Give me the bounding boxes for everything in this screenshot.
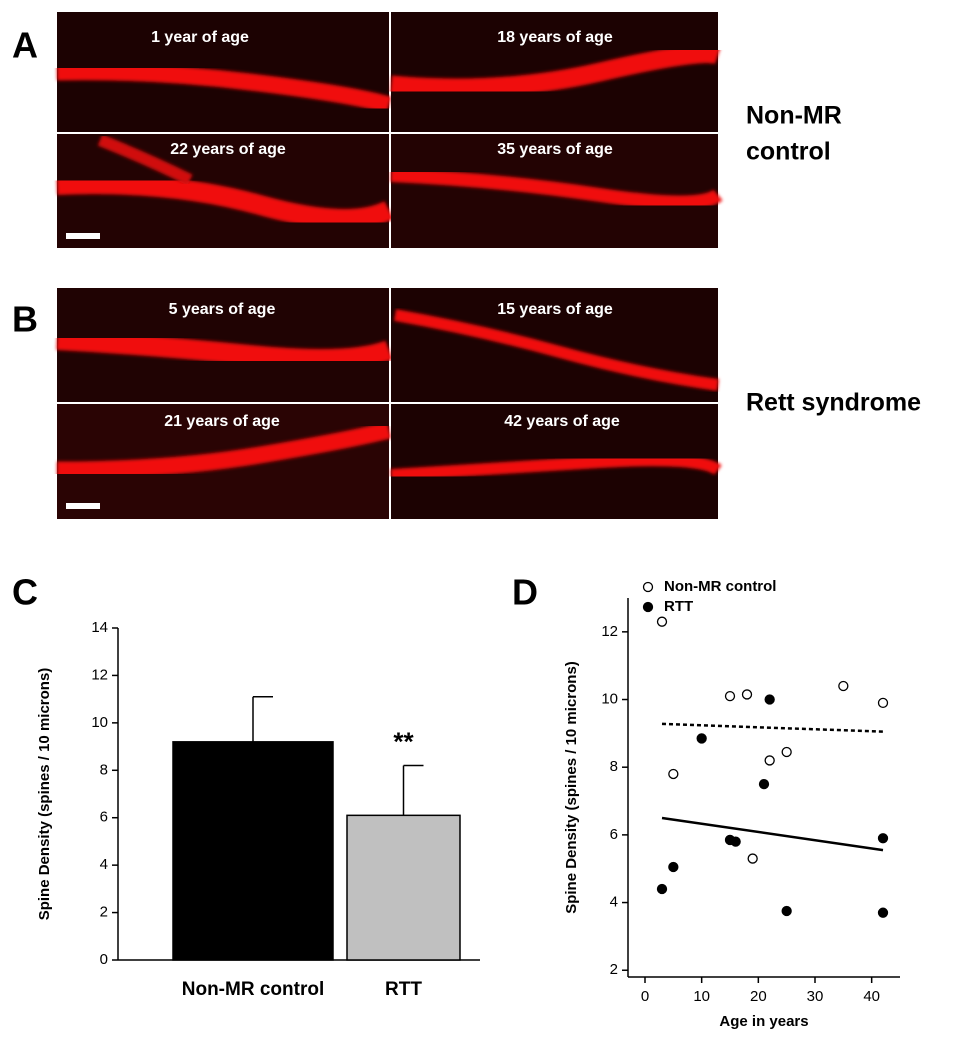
point [764, 755, 775, 766]
x-tick-label: 20 [750, 988, 767, 1005]
y-tick-label: 14 [91, 619, 108, 636]
y-tick-label: 6 [100, 809, 108, 826]
legend-label: RTT [664, 598, 693, 615]
panel-letter: C [12, 572, 38, 613]
y-tick-label: 2 [100, 904, 108, 921]
image-label: 21 years of age [164, 413, 280, 430]
point [747, 853, 758, 864]
point [758, 778, 770, 790]
x-tick-label: 10 [693, 988, 710, 1005]
y-tick-label: 12 [601, 623, 618, 640]
point [781, 746, 792, 758]
y-axis-label: Spine Density (spines / 10 microns) [36, 668, 53, 921]
point [877, 697, 889, 709]
point [877, 907, 889, 918]
x-tick-label: 30 [807, 988, 824, 1005]
point [668, 861, 679, 873]
group-label: Non-MR [746, 102, 842, 130]
point [656, 883, 668, 895]
bar [346, 814, 461, 961]
point [764, 694, 775, 705]
point [877, 833, 889, 844]
x-tick-label: 0 [641, 988, 649, 1005]
y-tick-label: 0 [100, 951, 108, 968]
x-tick-label: RTT [385, 979, 422, 1000]
group-label: control [746, 138, 831, 166]
point [741, 689, 753, 700]
trend-line [661, 722, 884, 733]
panel-letter: B [12, 299, 38, 340]
panel-letter: D [512, 572, 538, 613]
image-label: 5 years of age [169, 301, 276, 318]
image-label: 35 years of age [497, 141, 613, 158]
y-tick-label: 4 [610, 894, 618, 911]
trend-line [661, 816, 884, 852]
y-tick-label: 12 [91, 666, 108, 683]
legend-marker [642, 601, 654, 613]
significance: ** [393, 726, 414, 756]
scale-bar [66, 233, 100, 239]
x-tick-label: 40 [863, 988, 880, 1005]
y-tick-label: 8 [610, 758, 618, 775]
x-tick-label: Non-MR control [182, 979, 324, 1000]
legend-label: Non-MR control [664, 578, 776, 595]
bar [172, 741, 334, 961]
panel-letter: A [12, 25, 38, 66]
panel-a-images: 1 year of age 18 years of age 22 years o… [56, 12, 723, 248]
point [838, 680, 849, 692]
point [781, 905, 792, 917]
image-label: 22 years of age [170, 141, 286, 158]
y-tick-label: 10 [601, 690, 618, 707]
image-label: 1 year of age [151, 29, 249, 46]
image-label: 15 years of age [497, 301, 613, 318]
y-tick-label: 6 [610, 826, 618, 843]
image-label: 42 years of age [504, 413, 620, 430]
point [696, 733, 707, 744]
group-label: Rett syndrome [746, 389, 921, 417]
y-tick-label: 10 [91, 714, 108, 731]
point [730, 836, 741, 847]
point [668, 768, 679, 780]
panel-b-images: 5 years of age 15 years of age 21 years … [56, 288, 722, 519]
y-tick-label: 8 [100, 761, 108, 778]
legend-marker [642, 581, 654, 593]
y-axis-label: Spine Density (spines / 10 microns) [563, 661, 580, 914]
image-label: 18 years of age [497, 29, 613, 46]
point [656, 616, 668, 627]
scale-bar [66, 503, 100, 509]
y-tick-label: 4 [100, 856, 108, 873]
x-axis-label: Age in years [719, 1013, 808, 1030]
y-tick-label: 2 [610, 961, 618, 978]
point [724, 690, 736, 702]
